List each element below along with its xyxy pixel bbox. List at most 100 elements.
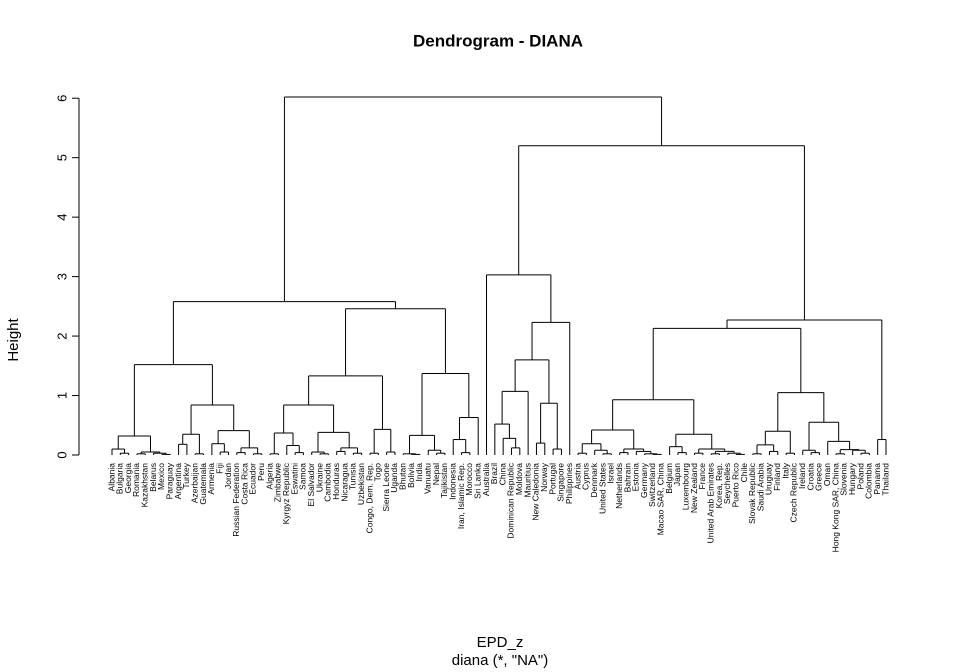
leaf-label: Netherlands bbox=[614, 463, 624, 509]
leaf-label: Nepal bbox=[431, 463, 441, 485]
y-tick-label: 5 bbox=[54, 154, 69, 161]
leaf-label: Thailand bbox=[880, 463, 890, 496]
leaf-label: Guatemala bbox=[198, 463, 208, 505]
leaf-label: Georgia bbox=[123, 463, 133, 494]
leaf-label: Turkey bbox=[181, 462, 191, 488]
dendrogram bbox=[111, 96, 887, 455]
leaf-label: United Arab Emirates bbox=[705, 463, 715, 543]
leaf-label: Morocco bbox=[464, 463, 474, 496]
leaf-label: Hong Kong SAR, China bbox=[830, 463, 840, 553]
leaf-label: Tajikistan bbox=[439, 463, 449, 498]
leaf-label: Seychelles bbox=[722, 463, 732, 504]
leaf-label: Ukraine bbox=[314, 463, 324, 493]
leaf-labels: AlbaniaBulgariaGeorgiaRomaniaKazakhstanB… bbox=[106, 462, 890, 552]
leaf-label: Denmark bbox=[589, 462, 599, 497]
leaf-label: Sri Lanka bbox=[472, 463, 482, 499]
leaf-label: Uzbekistan bbox=[356, 463, 366, 505]
leaf-label: Ecuador bbox=[248, 463, 258, 495]
leaf-label: Kyrgyz Republic bbox=[281, 462, 291, 524]
leaf-label: Japan bbox=[672, 463, 682, 486]
leaf-label: Slovak Republic bbox=[747, 462, 757, 524]
leaf-label: Dominican Republic bbox=[506, 462, 516, 538]
leaf-label: Albania bbox=[106, 463, 116, 492]
leaf-label: Bahrain bbox=[622, 463, 632, 493]
y-tick-label: 2 bbox=[54, 332, 69, 339]
leaf-label: Macao SAR, China bbox=[656, 463, 666, 536]
leaf-label: Argentina bbox=[173, 463, 183, 500]
leaf-label: Luxembourg bbox=[681, 463, 691, 511]
leaf-label: Brazil bbox=[489, 463, 499, 484]
leaf-label: Norway bbox=[539, 462, 549, 492]
leaf-label: Cyprus bbox=[581, 463, 591, 490]
leaf-label: Honduras bbox=[331, 463, 341, 500]
leaf-label: Eswatini bbox=[289, 463, 299, 495]
leaf-label: Belgium bbox=[664, 463, 674, 494]
leaf-label: Cambodia bbox=[323, 463, 333, 502]
x-axis-label: EPD_z bbox=[477, 634, 524, 651]
leaf-label: Sierra Leone bbox=[381, 463, 391, 512]
leaf-label: Estonia bbox=[631, 463, 641, 492]
leaf-label: Kazakhstan bbox=[140, 463, 150, 508]
chart-title: Dendrogram - DIANA bbox=[413, 31, 583, 50]
leaf-label: Belarus bbox=[148, 463, 158, 492]
leaf-label: Mexico bbox=[156, 463, 166, 490]
leaf-label: Poland bbox=[855, 463, 865, 490]
leaf-label: Zimbabwe bbox=[273, 463, 283, 502]
leaf-label: United States bbox=[597, 463, 607, 514]
leaf-label: Greece bbox=[814, 463, 824, 491]
leaf-label: Switzerland bbox=[647, 463, 657, 507]
leaf-label: Mauritius bbox=[522, 463, 532, 497]
y-tick-label: 1 bbox=[54, 392, 69, 399]
leaf-label: Armenia bbox=[206, 463, 216, 495]
y-tick-label: 4 bbox=[54, 214, 69, 221]
leaf-label: Uruguay bbox=[764, 462, 774, 495]
leaf-label: Croatia bbox=[805, 463, 815, 491]
leaf-label: Nicaragua bbox=[339, 463, 349, 502]
leaf-label: Tunisia bbox=[348, 463, 358, 490]
leaf-label: Jordan bbox=[223, 463, 233, 489]
leaf-label: Finland bbox=[772, 463, 782, 491]
leaf-label: Bolivia bbox=[406, 463, 416, 488]
leaf-label: Algeria bbox=[264, 463, 274, 490]
leaf-label: Uganda bbox=[389, 463, 399, 493]
leaf-label: Indonesia bbox=[447, 463, 457, 500]
leaf-label: Peru bbox=[256, 463, 266, 481]
leaf-label: Saudi Arabia bbox=[755, 463, 765, 511]
leaf-label: Chile bbox=[739, 463, 749, 483]
y-axis: 0 1 2 3 4 5 6 bbox=[54, 95, 80, 459]
leaf-label: New Caledonia bbox=[531, 463, 541, 521]
leaf-label: Hungary bbox=[847, 462, 857, 495]
leaf-label: France bbox=[697, 463, 707, 490]
leaf-label: Australia bbox=[481, 463, 491, 496]
leaf-label: Colombia bbox=[864, 463, 874, 499]
y-tick-label: 3 bbox=[54, 273, 69, 280]
leaf-label: Paraguay bbox=[165, 462, 175, 499]
leaf-label: Fiji bbox=[214, 463, 224, 474]
leaf-label: Korea, Rep. bbox=[714, 463, 724, 508]
leaf-label: Russian Federation bbox=[231, 463, 241, 537]
leaf-label: Bulgaria bbox=[115, 463, 125, 494]
leaf-label: Samoa bbox=[298, 463, 308, 490]
leaf-label: Togo bbox=[373, 463, 383, 482]
subtitle: diana (*, "NA") bbox=[452, 652, 549, 669]
leaf-label: Austria bbox=[572, 463, 582, 490]
leaf-label: New Zealand bbox=[689, 463, 699, 513]
leaf-label: Romania bbox=[131, 463, 141, 497]
leaf-label: Vanuatu bbox=[423, 463, 433, 494]
y-axis-label: Height bbox=[5, 317, 22, 361]
leaf-label: Azerbaijan bbox=[189, 463, 199, 503]
leaf-label: Ireland bbox=[797, 463, 807, 489]
leaf-label: Costa Rica bbox=[239, 463, 249, 505]
leaf-label: Singapore bbox=[556, 463, 566, 502]
leaf-label: Philippines bbox=[564, 463, 574, 504]
leaf-label: Czech Republic bbox=[789, 462, 799, 522]
leaf-label: Oman bbox=[822, 463, 832, 486]
leaf-label: Congo, Dem. Rep. bbox=[364, 463, 374, 533]
leaf-label: Germany bbox=[639, 462, 649, 498]
leaf-label: Panama bbox=[872, 463, 882, 495]
leaf-label: Slovenia bbox=[839, 463, 849, 496]
leaf-label: India bbox=[414, 463, 424, 482]
leaf-label: Iran, Islamic Rep. bbox=[456, 463, 466, 529]
